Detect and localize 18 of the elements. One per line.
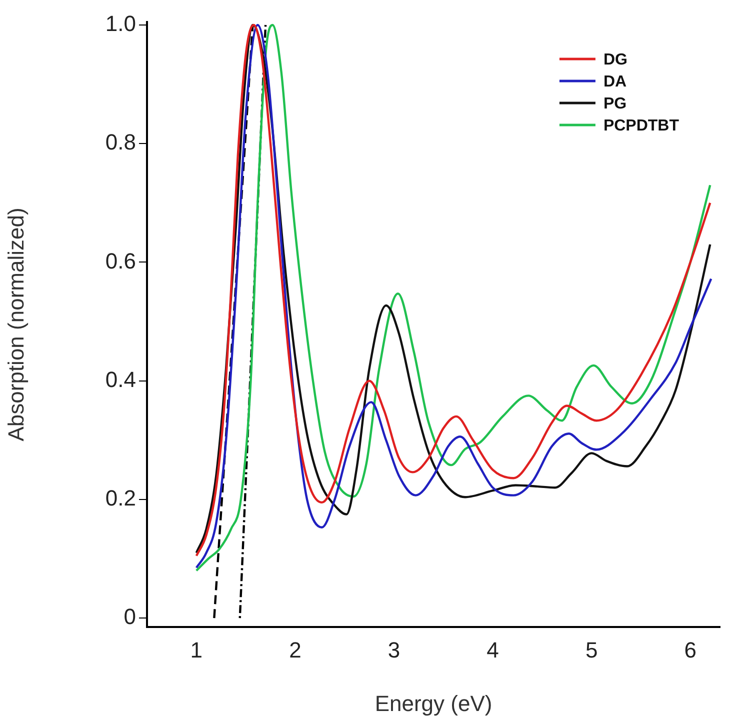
y-tick-label: 0.4 xyxy=(105,366,136,392)
y-tick-label: 1.0 xyxy=(105,11,136,36)
x-tick-label: 1 xyxy=(190,637,203,662)
legend-label: DG xyxy=(603,51,628,68)
y-tick-label: 0.6 xyxy=(105,248,136,274)
legend-label: DA xyxy=(603,73,627,90)
legend-label: PCPDTBT xyxy=(603,117,680,134)
x-tick-label: 5 xyxy=(585,637,598,662)
y-tick-label: 0 xyxy=(124,604,136,630)
legend-label: PG xyxy=(603,95,627,112)
y-axis-title: Absorption (normalized) xyxy=(3,208,28,442)
x-axis-title: Energy (eV) xyxy=(374,690,492,716)
x-tick-label: 6 xyxy=(684,637,696,662)
y-tick-label: 0.2 xyxy=(105,486,136,511)
x-tick-label: 4 xyxy=(486,637,499,662)
x-tick-label: 2 xyxy=(289,637,302,662)
y-tick-label: 0.8 xyxy=(105,130,136,155)
x-tick-label: 3 xyxy=(388,637,400,662)
